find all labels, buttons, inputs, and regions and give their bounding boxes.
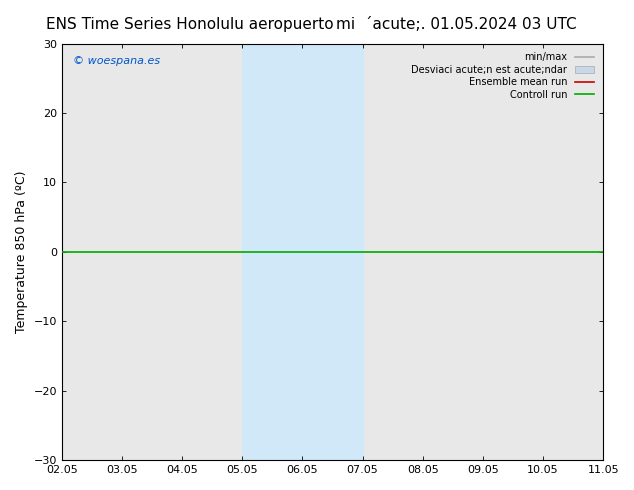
Text: ENS Time Series Honolulu aeropuerto: ENS Time Series Honolulu aeropuerto [46, 17, 334, 32]
Bar [302, 44, 363, 460]
Text: © woespana.es: © woespana.es [73, 56, 160, 66]
Y-axis label: Temperature 850 hPa (ºC): Temperature 850 hPa (ºC) [15, 171, 28, 333]
Bar [242, 44, 302, 460]
Bar [603, 44, 634, 460]
Text: mi  ´acute;. 01.05.2024 03 UTC: mi ´acute;. 01.05.2024 03 UTC [336, 17, 577, 32]
Legend: min/max, Desviaci acute;n est acute;ndar, Ensemble mean run, Controll run: min/max, Desviaci acute;n est acute;ndar… [408, 49, 598, 103]
